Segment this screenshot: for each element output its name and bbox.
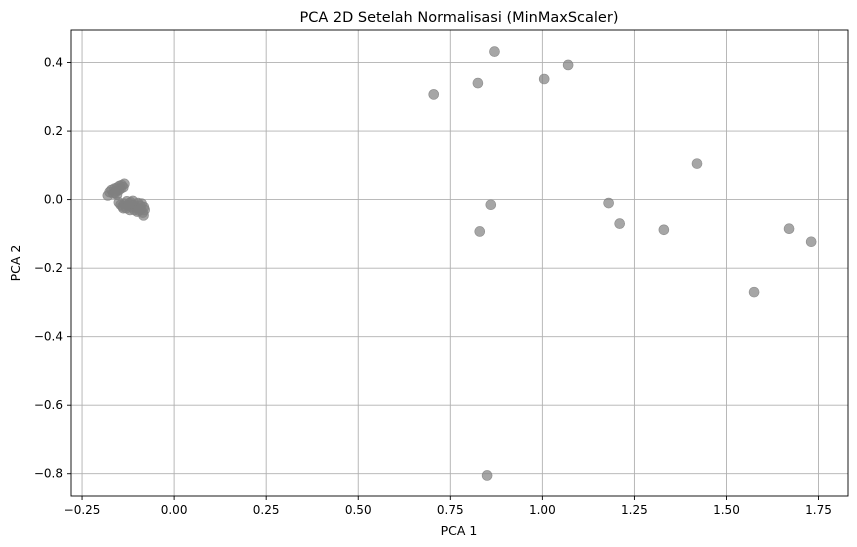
- chart-title: PCA 2D Setelah Normalisasi (MinMaxScaler…: [300, 10, 619, 26]
- scatter-point: [109, 187, 121, 199]
- y-tick-label: 0.4: [44, 56, 63, 70]
- scatter-point: [131, 206, 143, 217]
- scatter-point: [805, 236, 817, 248]
- x-axis-ticks: −0.25 0.00 0.25 0.50 0.75 1.00 1.25 1.50 1.75: [64, 496, 832, 517]
- y-tick-label: −0.6: [34, 398, 63, 412]
- scatter-point: [614, 218, 625, 229]
- scatter-point: [485, 199, 497, 211]
- scatter-point: [428, 89, 440, 100]
- x-tick-label: 1.25: [621, 503, 648, 517]
- scatter-point: [119, 178, 130, 190]
- x-tick-label: 0.50: [345, 503, 372, 517]
- y-axis-ticks: 0.4 0.2 0.0 −0.2 −0.4 −0.6 −0.8: [34, 56, 71, 481]
- scatter-point: [603, 197, 614, 209]
- scatter-point: [783, 223, 795, 235]
- y-tick-label: 0.0: [44, 193, 63, 207]
- scatter-point: [691, 158, 703, 169]
- x-axis-label: PCA 1: [441, 523, 478, 538]
- y-tick-label: −0.2: [34, 261, 63, 275]
- scatter-point: [474, 226, 486, 237]
- grid-lines: [71, 30, 848, 496]
- plot-frame: [70, 29, 849, 497]
- scatter-point: [538, 73, 550, 85]
- y-tick-label: 0.2: [44, 124, 63, 138]
- scatter-point: [472, 77, 484, 89]
- scatter-point: [748, 286, 760, 298]
- x-tick-label: 1.50: [713, 503, 740, 517]
- scatter-points: [102, 46, 817, 481]
- x-tick-label: 0.75: [437, 503, 464, 517]
- x-tick-label: 0.00: [161, 503, 188, 517]
- x-tick-label: −0.25: [64, 503, 101, 517]
- x-tick-label: 1.00: [529, 503, 556, 517]
- y-tick-label: −0.4: [34, 330, 63, 344]
- scatter-point: [658, 224, 670, 236]
- scatter-point: [123, 198, 135, 210]
- scatter-point: [481, 470, 493, 481]
- scatter-point: [562, 59, 574, 71]
- x-tick-label: 1.75: [805, 503, 832, 517]
- y-axis-label: PCA 2: [8, 245, 23, 282]
- scatter-point: [489, 46, 500, 57]
- x-tick-label: 0.25: [253, 503, 280, 517]
- y-tick-label: −0.8: [34, 467, 63, 481]
